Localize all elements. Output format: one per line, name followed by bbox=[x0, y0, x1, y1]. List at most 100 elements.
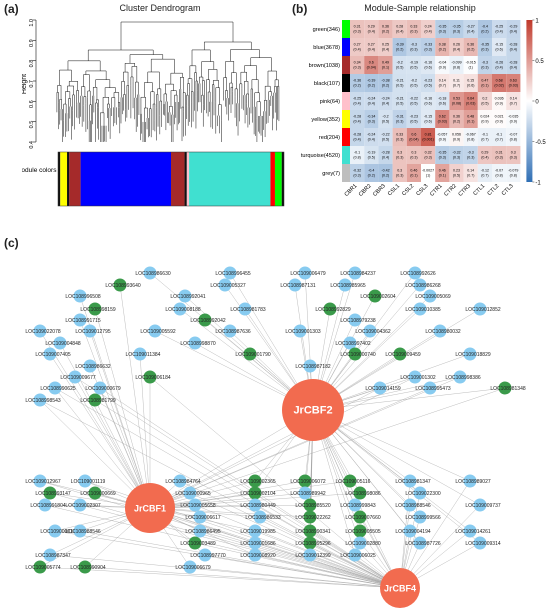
gene-node bbox=[133, 347, 147, 361]
cell-correlation: -0.4 bbox=[368, 169, 374, 173]
network-edge bbox=[312, 409, 481, 544]
cell-pvalue: (0.5) bbox=[410, 84, 417, 88]
cell-correlation: -0.099 bbox=[451, 61, 461, 65]
gene-node bbox=[178, 289, 192, 303]
gene-node bbox=[303, 548, 317, 562]
network-edge bbox=[149, 504, 311, 509]
gene-node-label: LOC108989027 bbox=[455, 479, 491, 485]
gene-node bbox=[33, 324, 47, 338]
network-edge bbox=[94, 308, 151, 509]
cell-pvalue: (0.3) bbox=[368, 120, 375, 124]
heatmap-cell bbox=[506, 92, 521, 110]
gene-node bbox=[303, 510, 317, 524]
gene-node-label: LOC109014261 bbox=[455, 529, 491, 535]
cell-pvalue: (0.4) bbox=[368, 48, 375, 52]
cell-pvalue: (0.2) bbox=[353, 84, 360, 88]
heatmap-cell bbox=[492, 164, 507, 182]
gene-node bbox=[73, 289, 87, 303]
gene-node bbox=[463, 347, 477, 361]
cell-correlation: -0.35 bbox=[438, 25, 446, 29]
cell-pvalue: (0.9) bbox=[439, 138, 446, 142]
gene-node-label: LOC109014159 bbox=[365, 386, 401, 392]
y-tick-label: 1.0 bbox=[29, 19, 35, 27]
network-edge bbox=[54, 530, 401, 589]
gene-node bbox=[143, 266, 157, 280]
cell-correlation: -0.015 bbox=[466, 61, 476, 65]
network-edge bbox=[312, 409, 471, 532]
gene-node bbox=[248, 536, 262, 550]
cell-pvalue: (0.3) bbox=[353, 174, 360, 178]
gene-node bbox=[343, 474, 357, 488]
cell-correlation: 0.53 bbox=[453, 97, 460, 101]
heatmap-cell bbox=[435, 20, 450, 38]
heatmap-cell bbox=[463, 128, 478, 146]
gene-node bbox=[188, 498, 202, 512]
gene-node bbox=[348, 548, 362, 562]
module-color-segment bbox=[171, 152, 185, 206]
heatmap-cell bbox=[449, 38, 464, 56]
panel-a-label: (a) bbox=[4, 2, 19, 16]
cell-correlation: 0.31 bbox=[496, 151, 503, 155]
network-edge bbox=[39, 330, 151, 509]
cell-correlation: -0.35 bbox=[452, 25, 460, 29]
heatmap-cell bbox=[392, 38, 407, 56]
heatmap-cell bbox=[350, 20, 365, 38]
cell-correlation: 0.29 bbox=[368, 25, 375, 29]
gene-node-label: LOC109001119 bbox=[71, 479, 106, 485]
cell-pvalue: (0.1) bbox=[439, 174, 446, 178]
heatmap-cell bbox=[350, 74, 365, 92]
heatmap-cell bbox=[350, 164, 365, 182]
gene-node-label: LOC109001686 bbox=[240, 541, 276, 547]
heatmap-cell bbox=[392, 110, 407, 128]
gene-node bbox=[413, 510, 427, 524]
gene-node-label: LOC109018829 bbox=[455, 352, 491, 358]
cell-correlation: 0.28 bbox=[396, 25, 403, 29]
heatmap-cell bbox=[463, 164, 478, 182]
heatmap-cell bbox=[477, 164, 492, 182]
cell-correlation: 0.3 bbox=[411, 151, 416, 155]
legend-tick-label: 0.5 bbox=[535, 59, 544, 65]
gene-node-label: LOC109002880 bbox=[345, 541, 381, 547]
gene-node bbox=[303, 359, 317, 373]
cell-correlation: 0.24 bbox=[425, 25, 432, 29]
cell-correlation: -0.23 bbox=[424, 79, 432, 83]
cell-pvalue: (0.6) bbox=[439, 102, 446, 106]
cell-pvalue: (0.2) bbox=[396, 48, 403, 52]
gene-node-label: LOC109005116 bbox=[336, 479, 371, 485]
cell-correlation: 0.64 bbox=[467, 97, 474, 101]
gene-node bbox=[288, 278, 302, 292]
heatmap-cell bbox=[406, 38, 421, 56]
heatmap-cell bbox=[492, 20, 507, 38]
heatmap-cell bbox=[406, 164, 421, 182]
gene-node-label: LOC109008920 bbox=[240, 553, 276, 559]
cell-correlation: -0.22 bbox=[381, 133, 389, 137]
gene-node-label: LOC108981799 bbox=[80, 398, 116, 404]
cell-correlation: -0.39 bbox=[396, 43, 404, 47]
cell-pvalue: (0.3) bbox=[353, 66, 360, 70]
cell-correlation: 0.14 bbox=[439, 79, 446, 83]
heatmap-cell bbox=[364, 20, 379, 38]
cell-pvalue: (0.3) bbox=[439, 30, 446, 34]
heatmap-cell bbox=[463, 20, 478, 38]
cell-pvalue: (0.8) bbox=[453, 66, 460, 70]
network-edge bbox=[189, 492, 401, 589]
gene-node-label: LOC108981783 bbox=[230, 307, 266, 313]
module-color-segment bbox=[69, 152, 81, 206]
cell-pvalue: (0.2) bbox=[467, 48, 474, 52]
gene-node-label: LOC109009314 bbox=[465, 541, 501, 547]
network-edge bbox=[74, 376, 401, 589]
cell-correlation: 0.31 bbox=[354, 25, 361, 29]
cell-correlation: 0.25 bbox=[382, 43, 389, 47]
cell-pvalue: (0.9) bbox=[481, 120, 488, 124]
heatmap-cell bbox=[406, 146, 421, 164]
gene-node-label: LOC109006479 bbox=[290, 271, 326, 277]
gene-node-label: LOC109000016 bbox=[40, 529, 76, 535]
gene-node-label: LOC108986533 bbox=[245, 515, 281, 521]
cell-pvalue: (0.5) bbox=[481, 102, 488, 106]
cell-pvalue: (0.3) bbox=[396, 156, 403, 160]
heatmap-cell bbox=[463, 38, 478, 56]
heatmap-cell bbox=[421, 74, 436, 92]
network-edge bbox=[149, 387, 506, 509]
cell-pvalue: (0.3) bbox=[396, 120, 403, 124]
gene-node bbox=[348, 498, 362, 512]
